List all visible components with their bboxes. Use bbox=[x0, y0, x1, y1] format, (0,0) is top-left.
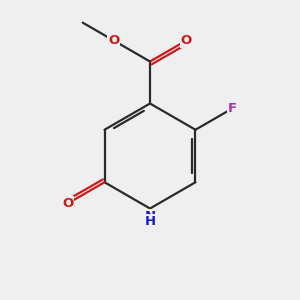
Text: F: F bbox=[227, 102, 236, 115]
Text: O: O bbox=[108, 34, 119, 47]
Text: H: H bbox=[144, 214, 156, 228]
Text: O: O bbox=[62, 197, 74, 210]
Text: N: N bbox=[144, 210, 156, 223]
Text: O: O bbox=[181, 34, 192, 47]
